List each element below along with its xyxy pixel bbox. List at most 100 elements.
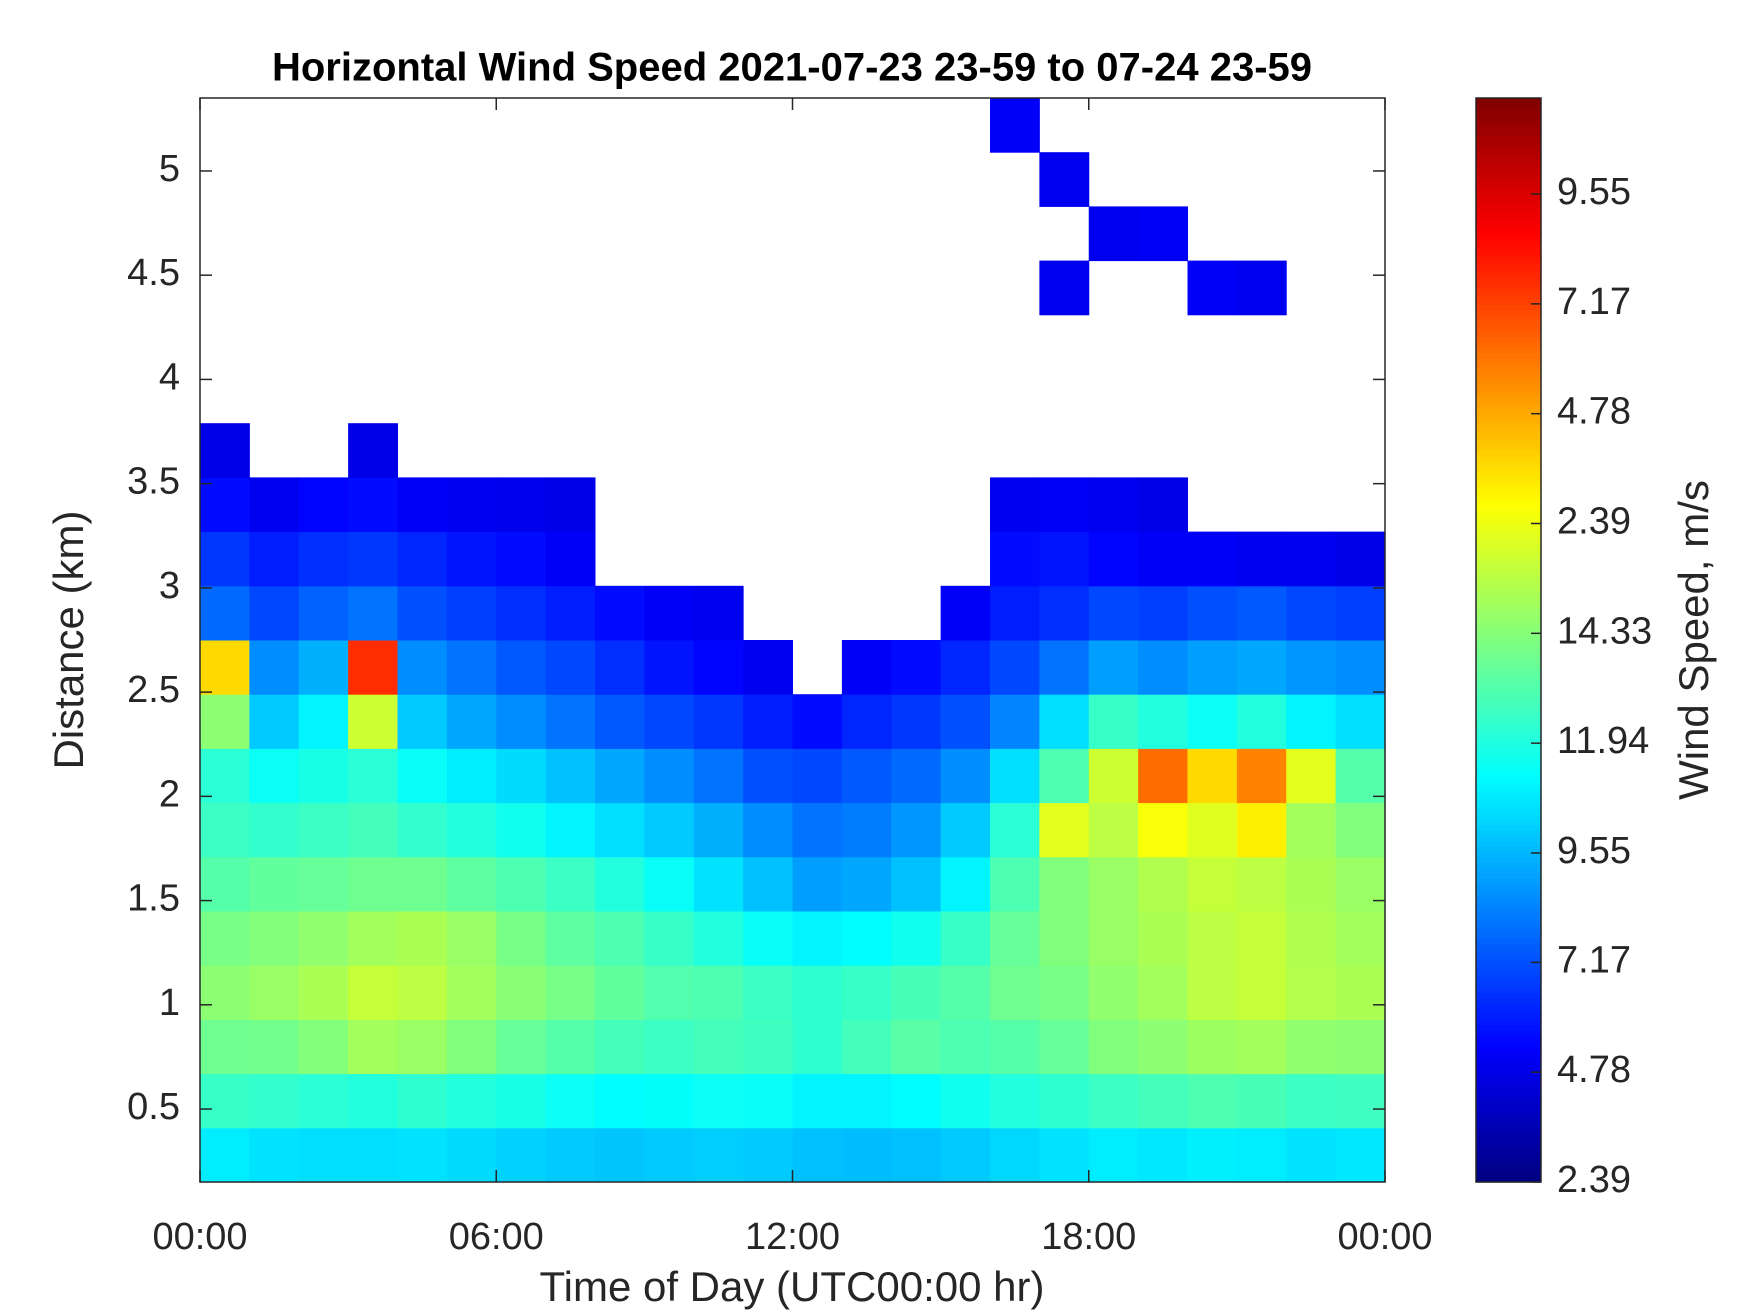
heatmap-cell (595, 748, 645, 804)
heatmap-cell (644, 1127, 695, 1182)
heatmap-cell (1138, 531, 1188, 587)
heatmap-cell (1039, 1019, 1090, 1075)
colorbar-swatch (1476, 759, 1541, 766)
heatmap-cell (891, 965, 942, 1020)
heatmap-cell (249, 694, 300, 749)
heatmap-cell (841, 640, 892, 695)
heatmap-cell (891, 911, 942, 966)
colorbar-swatch (1476, 661, 1541, 668)
colorbar-swatch (1476, 125, 1541, 132)
heatmap-cell (644, 965, 695, 1020)
heatmap-cell (446, 1019, 497, 1075)
heatmap-cell (595, 965, 645, 1020)
heatmap-cell (891, 856, 942, 912)
heatmap-cell (693, 965, 744, 1020)
heatmap-cell (1286, 856, 1337, 912)
heatmap-cell (1088, 802, 1139, 858)
colorbar-swatch (1476, 499, 1541, 506)
colorbar-swatch (1476, 1019, 1541, 1026)
heatmap-cell (1236, 965, 1287, 1020)
colorbar-swatch (1476, 98, 1541, 105)
colorbar-swatch (1476, 222, 1541, 229)
colorbar-swatch (1476, 1003, 1541, 1010)
heatmap-cell (1286, 965, 1337, 1020)
heatmap-cell (348, 423, 398, 478)
heatmap-cell (891, 640, 942, 695)
heatmap-cell (595, 1127, 645, 1182)
colorbar-swatch (1476, 900, 1541, 907)
heatmap-cell (200, 911, 250, 966)
colorbar-swatch (1476, 840, 1541, 847)
heatmap-cell (990, 856, 1040, 912)
heatmap-cell (743, 1073, 793, 1129)
colorbar-swatch (1476, 482, 1541, 489)
colorbar-tick-label: 2.39 (1557, 1159, 1631, 1201)
colorbar-swatch (1476, 466, 1541, 473)
heatmap-cell (841, 1019, 892, 1075)
colorbar-swatch (1476, 976, 1541, 983)
heatmap-cell (397, 694, 448, 749)
colorbar-swatch (1476, 358, 1541, 365)
colorbar-tick-label: 7.17 (1557, 939, 1631, 981)
heatmap-cell (1039, 802, 1090, 858)
heatmap-cell (693, 1073, 744, 1129)
colorbar-swatch (1476, 650, 1541, 657)
heatmap-cell (1335, 856, 1385, 912)
heatmap-cell (446, 585, 497, 641)
heatmap-cell (1088, 531, 1139, 587)
heatmap-cell (545, 748, 596, 804)
heatmap-cell (496, 1127, 547, 1182)
heatmap-cell (841, 748, 892, 804)
heatmap-cell (1236, 531, 1287, 587)
colorbar-swatch (1476, 369, 1541, 376)
heatmap-cell (1039, 856, 1090, 912)
heatmap-cell (792, 856, 843, 912)
heatmap-cell (595, 1019, 645, 1075)
heatmap-cell (1335, 748, 1385, 804)
colorbar-swatch (1476, 303, 1541, 310)
heatmap-cell (1039, 1127, 1090, 1182)
heatmap-cell (990, 911, 1040, 966)
colorbar-swatch (1476, 764, 1541, 771)
heatmap-cell (1039, 694, 1090, 749)
heatmap-cell (496, 531, 547, 587)
colorbar-swatch (1476, 173, 1541, 180)
heatmap-cell (545, 1127, 596, 1182)
heatmap-cell (644, 856, 695, 912)
heatmap-cell (1138, 640, 1188, 695)
heatmap-cell (397, 748, 448, 804)
heatmap-cell (545, 694, 596, 749)
heatmap-cell (693, 802, 744, 858)
heatmap-cell (644, 802, 695, 858)
y-tick-label: 2.5 (127, 669, 180, 711)
colorbar-swatch (1476, 163, 1541, 170)
y-tick-label: 3 (159, 565, 180, 607)
colorbar-swatch (1476, 179, 1541, 186)
colorbar-swatch (1476, 986, 1541, 993)
colorbar-swatch (1476, 1057, 1541, 1064)
colorbar-swatch (1476, 1030, 1541, 1037)
colorbar-swatch (1476, 1149, 1541, 1156)
heatmap-cell (792, 1019, 843, 1075)
heatmap-cell (348, 965, 398, 1020)
heatmap-cell (940, 1019, 991, 1075)
x-tick-label: 00:00 (1337, 1216, 1432, 1258)
heatmap-cell (891, 748, 942, 804)
heatmap-cell (1236, 911, 1287, 966)
heatmap-cell (1138, 694, 1188, 749)
heatmap-cell (1088, 965, 1139, 1020)
colorbar-swatch (1476, 547, 1541, 554)
heatmap-cell (298, 477, 349, 533)
heatmap-cell (1236, 640, 1287, 695)
heatmap-cell (1286, 640, 1337, 695)
colorbar-swatch (1476, 471, 1541, 478)
colorbar-swatch (1476, 911, 1541, 918)
heatmap-cell (841, 802, 892, 858)
heatmap-cell (446, 1073, 497, 1129)
colorbar-tick-label: 4.78 (1557, 391, 1631, 433)
heatmap-cell (249, 1019, 300, 1075)
colorbar-swatch (1476, 255, 1541, 262)
colorbar-swatch (1476, 905, 1541, 912)
y-tick-label: 1.5 (127, 878, 180, 920)
